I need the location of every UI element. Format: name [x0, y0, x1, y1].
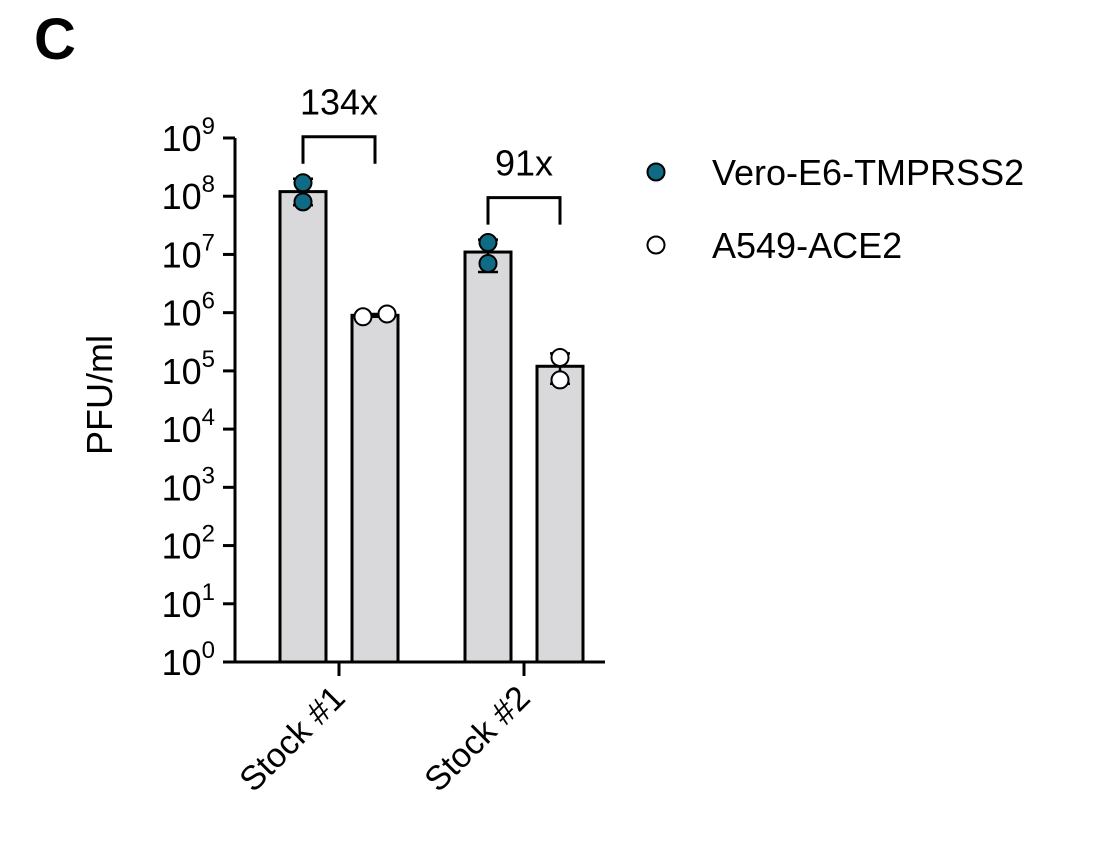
legend-marker	[646, 235, 666, 255]
x-tick-label: Stock #1	[232, 679, 352, 799]
data-point	[550, 370, 570, 390]
legend-label: A549-ACE2	[712, 225, 902, 266]
data-point	[377, 304, 397, 324]
y-tick-label: 105	[162, 346, 215, 392]
data-points	[293, 173, 570, 390]
bars	[278, 177, 585, 664]
bar	[535, 364, 585, 664]
bar	[350, 313, 400, 664]
y-tick-label: 108	[162, 171, 215, 217]
y-tick-label: 102	[162, 521, 215, 567]
y-tick-label: 100	[162, 637, 215, 683]
fold-change-annotations: 134x 91x	[300, 82, 562, 225]
y-tick-label: 106	[162, 288, 215, 334]
x-tick-label: Stock #2	[417, 679, 537, 799]
y-tick-label: 103	[162, 462, 215, 508]
bracket	[301, 135, 377, 164]
bar	[278, 190, 328, 664]
panel-label: C	[34, 7, 76, 72]
legend-label: Vero-E6-TMPRSS2	[712, 152, 1024, 193]
data-point	[293, 173, 313, 193]
bar	[463, 250, 513, 664]
fold-change-label: 134x	[300, 82, 378, 123]
legend-marker	[646, 162, 666, 182]
data-point	[550, 347, 570, 367]
legend: Vero-E6-TMPRSS2 A549-ACE2	[646, 152, 1024, 266]
data-point	[478, 233, 498, 253]
fold-change-label: 91x	[495, 143, 553, 184]
y-axis-label: PFU/ml	[79, 335, 120, 455]
y-tick-label: 104	[162, 404, 215, 450]
y-tick-label: 109	[162, 113, 215, 159]
data-point	[293, 192, 313, 212]
data-point	[478, 253, 498, 273]
bracket	[486, 196, 562, 225]
data-point	[353, 307, 373, 327]
y-tick-label: 107	[162, 229, 215, 275]
y-tick-label: 101	[162, 579, 215, 625]
